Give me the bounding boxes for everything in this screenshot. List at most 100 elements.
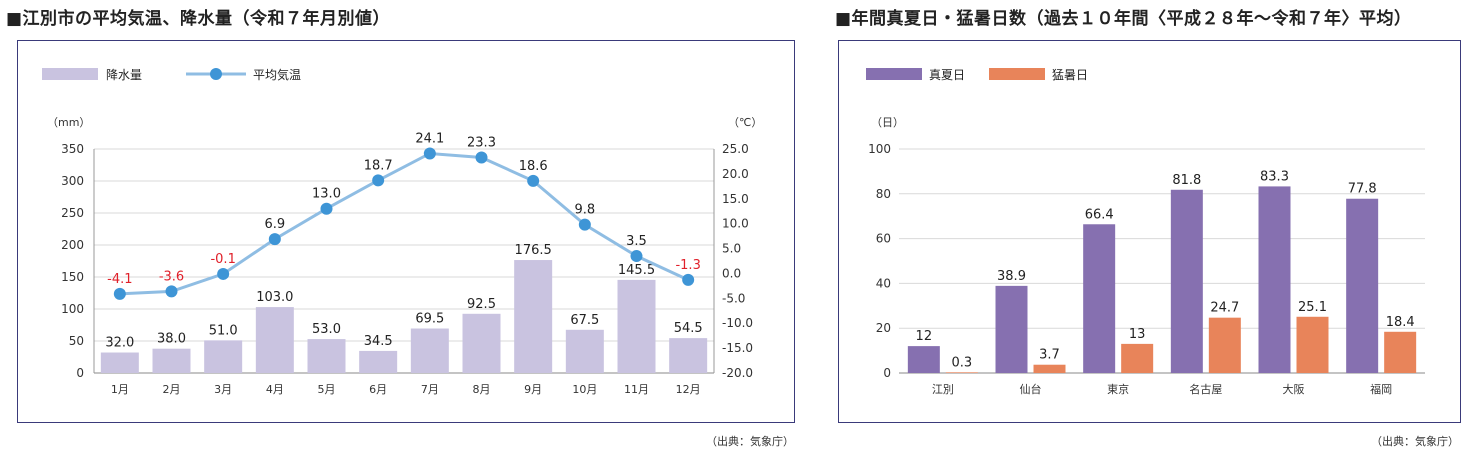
temperature-value-label: 23.3 [467, 135, 496, 150]
right-axis-tick-label: 5.0 [722, 242, 741, 256]
temperature-value-label: 9.8 [574, 203, 595, 218]
moshobi-value-label: 3.7 [1039, 348, 1060, 363]
x-axis-tick-label: 10月 [572, 383, 597, 396]
temperature-point [113, 287, 126, 300]
moshobi-value-label: 13 [1129, 327, 1146, 342]
legend-label-manatsubi: 真夏日 [929, 68, 965, 82]
x-axis-tick-label: 4月 [266, 383, 284, 396]
precipitation-value-label: 67.5 [570, 313, 599, 328]
left-chart-source: （出典：気象庁） [706, 435, 794, 448]
manatsubi-value-label: 38.9 [997, 269, 1026, 284]
precipitation-bar [152, 348, 191, 373]
manatsubi-value-label: 66.4 [1085, 207, 1114, 222]
precipitation-bar [255, 307, 294, 373]
temperature-point [578, 218, 591, 231]
x-axis-tick-label: 3月 [214, 383, 232, 396]
right-chart-source: （出典：気象庁） [1371, 435, 1459, 448]
right-axis-tick-label: -10.0 [722, 316, 753, 330]
precipitation-value-label: 34.5 [364, 334, 393, 349]
y-axis-unit: （日） [871, 116, 904, 129]
legend-swatch-manatsubi [866, 68, 922, 80]
temperature-point [423, 147, 436, 160]
precipitation-value-label: 176.5 [515, 243, 552, 258]
moshobi-value-label: 24.7 [1210, 301, 1239, 316]
moshobi-bar [1384, 331, 1417, 373]
precipitation-value-label: 69.5 [415, 312, 444, 327]
legend-label-moshobi: 猛暑日 [1052, 68, 1088, 82]
left-axis-unit: （mm） [47, 116, 90, 129]
left-axis-tick-label: 100 [61, 302, 84, 316]
precipitation-bar [462, 313, 501, 373]
right-axis-tick-label: -15.0 [722, 341, 753, 355]
moshobi-value-label: 0.3 [951, 355, 972, 370]
right-axis-tick-label: 20.0 [722, 167, 749, 181]
manatsubi-bar [1170, 189, 1203, 373]
temperature-value-label: 6.9 [264, 217, 285, 232]
moshobi-bar [1296, 316, 1329, 373]
precipitation-value-label: 145.5 [618, 263, 655, 278]
right-axis-tick-label: 0.0 [722, 266, 741, 280]
temperature-point [320, 202, 333, 215]
y-axis-tick-label: 100 [868, 142, 891, 156]
right-axis-tick-label: -20.0 [722, 366, 753, 380]
precipitation-value-label: 103.0 [256, 290, 293, 305]
moshobi-value-label: 18.4 [1386, 315, 1415, 330]
manatsubi-value-label: 12 [916, 329, 933, 344]
x-axis-tick-label: 福岡 [1370, 382, 1392, 396]
x-axis-tick-label: 11月 [624, 383, 649, 396]
precipitation-value-label: 51.0 [209, 323, 238, 338]
precipitation-value-label: 32.0 [105, 336, 134, 351]
x-axis-tick-label: 7月 [421, 383, 439, 396]
manatsubi-bar [907, 346, 940, 373]
legend-swatch-precipitation [42, 68, 98, 80]
right-axis-tick-label: 10.0 [722, 217, 749, 231]
y-axis-tick-label: 0 [883, 366, 891, 380]
temperature-point [268, 233, 281, 246]
right-axis-tick-label: 25.0 [722, 142, 749, 156]
right-axis-tick-label: -5.0 [722, 291, 745, 305]
x-axis-tick-label: 5月 [318, 383, 336, 396]
temperature-point [372, 174, 385, 187]
temperature-value-label: 13.0 [312, 187, 341, 202]
moshobi-bar [1033, 364, 1066, 373]
right-chart-panel: 真夏日 猛暑日 （日） 0 20 40 60 80 100 12 0.3 江別 38.9 3.7 仙台 66.… [838, 40, 1461, 423]
left-chart-title: ■江別市の平均気温、降水量（令和７年月別値） [6, 9, 391, 29]
temperature-precipitation-chart: 降水量 平均気温 （mm） （℃） 0 50 100 150 200 250 300 350 -20.0… [42, 67, 762, 396]
manatsubi-bar [1083, 224, 1116, 373]
temperature-value-label: 3.5 [626, 234, 647, 249]
x-axis-tick-label: 8月 [473, 383, 491, 396]
hot-days-chart: 真夏日 猛暑日 （日） 0 20 40 60 80 100 12 0.3 江別 38.9 3.7 仙台 66.… [866, 68, 1425, 396]
precipitation-bar [669, 338, 708, 373]
legend-marker-temperature [210, 68, 222, 80]
precipitation-value-label: 54.5 [674, 321, 703, 336]
temperature-value-label: 18.7 [364, 158, 393, 173]
right-chart-title: ■年間真夏日・猛暑日数（過去１０年間〈平成２８年～令和７年〉平均） [835, 9, 1412, 29]
right-axis-unit: （℃） [728, 116, 762, 129]
x-axis-tick-label: 江別 [932, 383, 954, 396]
manatsubi-value-label: 77.8 [1348, 182, 1377, 197]
precipitation-bar [204, 340, 243, 373]
temperature-value-label: -4.1 [107, 272, 132, 287]
precipitation-bar [617, 279, 656, 373]
left-axis-tick-label: 150 [61, 270, 84, 284]
left-axis-tick-label: 0 [76, 366, 84, 380]
temperature-value-label: -1.3 [675, 258, 700, 273]
x-axis-tick-label: 2月 [163, 383, 181, 396]
temperature-point [475, 151, 488, 164]
temperature-point [165, 285, 178, 298]
manatsubi-value-label: 83.3 [1260, 169, 1289, 184]
moshobi-bar [1121, 343, 1154, 373]
y-axis-tick-label: 80 [876, 187, 891, 201]
legend-swatch-moshobi [989, 68, 1045, 80]
left-axis-tick-label: 250 [61, 206, 84, 220]
precipitation-bar [307, 339, 346, 373]
precipitation-bar [565, 329, 604, 373]
moshobi-bar [1208, 317, 1241, 373]
y-axis-tick-label: 60 [876, 232, 891, 246]
temperature-line [119, 151, 689, 296]
moshobi-bar [945, 372, 978, 373]
left-axis-tick-label: 350 [61, 142, 84, 156]
temperature-point [217, 267, 230, 280]
left-chart-panel: 降水量 平均気温 （mm） （℃） 0 50 100 150 200 250 300 350 -20.0… [17, 40, 795, 423]
precipitation-value-label: 53.0 [312, 322, 341, 337]
